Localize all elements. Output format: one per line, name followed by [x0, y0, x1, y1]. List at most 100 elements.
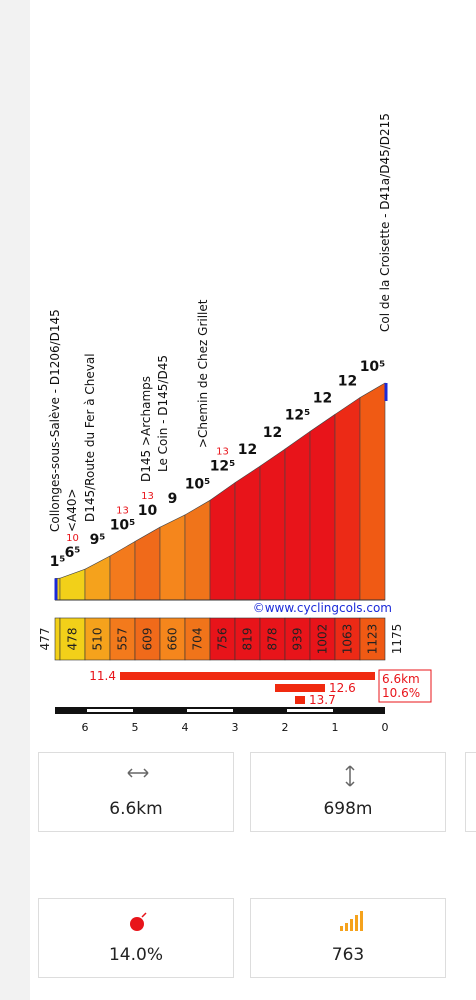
altitude-cell: [309, 617, 336, 661]
altitude-label: 557: [116, 628, 130, 651]
place-label: D145 >Archamps: [139, 376, 153, 482]
altitude-cell: [234, 617, 261, 661]
altitude-cell: [134, 617, 161, 661]
altitude-cell: [54, 617, 61, 661]
gradient-label: 10⁵: [110, 517, 136, 533]
distance-icon: [127, 768, 149, 778]
altitude-cell: [284, 617, 311, 661]
max-gradient-label: 13: [116, 505, 129, 516]
summary-box-text: 6.6km: [382, 672, 420, 686]
altitude-label: 1002: [316, 624, 330, 655]
altitude-label: 1063: [341, 624, 355, 655]
altitude-label: 510: [91, 628, 105, 651]
place-label: Collonges-sous-Salève - D1206/D145: [48, 309, 62, 532]
stat-value: 6.6km: [109, 799, 163, 819]
altitude-label: 477: [38, 628, 52, 651]
scale-label: 2: [282, 721, 289, 734]
scale-label: 3: [232, 721, 239, 734]
altitude-label: 939: [291, 628, 305, 651]
altitude-cell: [59, 617, 86, 661]
place-label: >Chemin de Chez Grillet: [196, 299, 210, 448]
gradient-label: 12: [313, 390, 332, 406]
altitude-label: 704: [191, 628, 205, 651]
altitude-cell: [184, 617, 211, 661]
side-strip: [0, 0, 30, 1000]
gradient-label: 12: [238, 442, 257, 458]
profile-segment: [359, 382, 386, 601]
summary-bar: [295, 696, 305, 704]
scale-segment: [87, 709, 133, 712]
profile-segment: [84, 555, 111, 601]
stat-card: 14.0%: [38, 898, 234, 978]
summary-label: 13.7: [309, 693, 336, 707]
gradient-label: 12⁵: [285, 407, 311, 423]
profile-segment: [134, 526, 161, 601]
stat-value: 763: [331, 945, 365, 965]
profile-segment: [284, 430, 311, 601]
watermark: ©www.cyclingcols.com: [253, 601, 392, 615]
stat-card: 763: [250, 898, 446, 978]
stat-card: [465, 752, 476, 832]
gradient-label: 10⁵: [360, 359, 386, 375]
profile-segment: [59, 568, 86, 601]
scale-label: 5: [132, 721, 139, 734]
profile-segment: [209, 482, 236, 601]
altitude-label: 1123: [366, 624, 380, 655]
gradient-label: 12⁵: [210, 459, 236, 475]
altitude-cell: [209, 617, 236, 661]
altitude-cell: [359, 617, 386, 661]
gradient-label: 10⁵: [185, 476, 211, 492]
gradient-label: 12: [263, 425, 282, 441]
altitude-label: 1175: [390, 624, 404, 655]
gradient-label: 10: [138, 503, 158, 519]
scale-label: 6: [82, 721, 89, 734]
altitude-label: 756: [216, 628, 230, 651]
stat-card: 698m: [250, 752, 446, 832]
profile-segment: [309, 413, 336, 601]
altitude-cell: [109, 617, 136, 661]
gradient-label: 9⁵: [90, 532, 106, 548]
summary-label: 11.4: [89, 669, 116, 683]
profile-segment: [109, 540, 136, 601]
height-icon: [345, 765, 355, 787]
max-gradient-label: 13: [216, 447, 229, 458]
stat-value: 698m: [323, 799, 373, 819]
gradient-icon: [130, 912, 147, 931]
altitude-cell: [259, 617, 286, 661]
altitude-cell: [334, 617, 361, 661]
scale-label: 1: [332, 721, 339, 734]
gradient-label: 1⁵: [50, 554, 66, 570]
altitude-label: 878: [266, 628, 280, 651]
stat-card: 6.6km: [38, 752, 234, 832]
gradient-label: 9: [168, 491, 178, 507]
summary-label: 12.6: [329, 681, 356, 695]
altitude-cell: [159, 617, 186, 661]
altitude-label: 660: [166, 628, 180, 651]
profile-segment: [184, 499, 211, 601]
scale-segment: [287, 709, 333, 712]
summary-bar: [120, 672, 375, 680]
profile-segment: [159, 514, 186, 601]
gradient-label: 6⁵: [65, 545, 81, 561]
profile-segment: [334, 396, 361, 601]
scale-label: 4: [182, 721, 189, 734]
summary-box-text: 10.6%: [382, 686, 420, 700]
scale-segment: [187, 709, 233, 712]
scale-label: 0: [382, 721, 389, 734]
altitude-label: 609: [141, 628, 155, 651]
altitude-label: 478: [66, 628, 80, 651]
summary-bar: [275, 684, 325, 692]
place-label: D145/Route du Fer à Cheval: [83, 353, 97, 522]
profile-segment: [259, 448, 286, 601]
place-label: <A40>: [65, 488, 79, 532]
max-gradient-label: 13: [141, 491, 154, 502]
max-gradient-label: 10: [66, 533, 79, 544]
profile-segment: [234, 465, 261, 601]
stat-value: 14.0%: [108, 945, 163, 965]
score-icon: [340, 911, 363, 931]
summary-box: [378, 669, 432, 703]
place-label: Le Coin - D145/D45: [156, 355, 170, 472]
gradient-label: 12: [338, 374, 357, 390]
